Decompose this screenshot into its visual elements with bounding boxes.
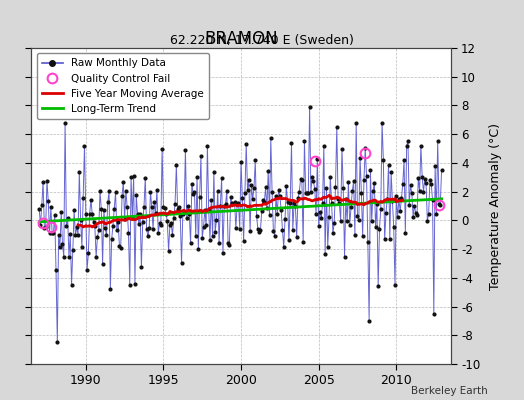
Text: 62.220 N, 17.740 E (Sweden): 62.220 N, 17.740 E (Sweden) bbox=[170, 34, 354, 47]
Y-axis label: Temperature Anomaly (°C): Temperature Anomaly (°C) bbox=[489, 122, 501, 290]
Title: BRAMON: BRAMON bbox=[204, 30, 278, 48]
Text: Berkeley Earth: Berkeley Earth bbox=[411, 386, 487, 396]
Legend: Raw Monthly Data, Quality Control Fail, Five Year Moving Average, Long-Term Tren: Raw Monthly Data, Quality Control Fail, … bbox=[37, 53, 209, 119]
